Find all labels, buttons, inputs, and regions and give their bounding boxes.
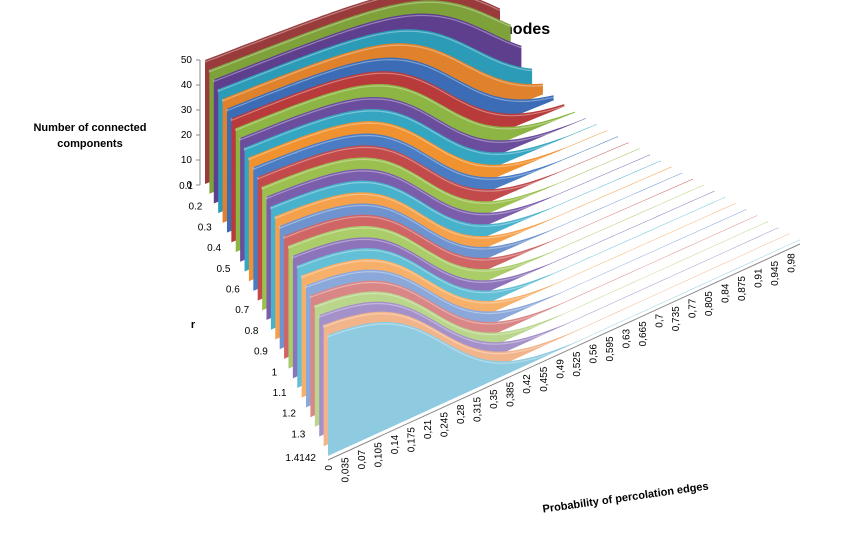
x-tick-label: 0,14 (390, 434, 401, 454)
y-axis-label-line1: Number of connected (33, 122, 146, 134)
x-tick-label: 0,56 (588, 344, 599, 364)
series-ribbon-edge (230, 72, 565, 122)
series-ribbon-edge (217, 30, 533, 93)
x-tick-label: 0,28 (456, 404, 467, 424)
x-tick-label: 0,98 (787, 253, 798, 273)
r-tick-label: 1.3 (291, 429, 305, 440)
r-tick-label: 0.2 (188, 202, 202, 213)
x-tick-label: 0,35 (489, 389, 500, 409)
y-axis-label-line2: components (57, 138, 122, 150)
x-tick-label: 0,175 (407, 427, 418, 452)
x-tick-label: 0,245 (440, 412, 451, 437)
r-tick-label: 1.4142 (285, 453, 316, 464)
r-tick-label: 0.1 (179, 181, 193, 192)
z-axis: 0 10 20 30 40 50 (181, 55, 201, 191)
r-tick-label: 0.5 (217, 264, 231, 275)
series-ribbon-edge (222, 44, 543, 102)
series-ribbon-edge (204, 0, 501, 63)
x-tick-label: 0,945 (770, 260, 781, 285)
r-tick-label: 0.3 (198, 222, 212, 233)
x-tick-label: 0,525 (572, 351, 583, 376)
r-tick-label: 1.2 (282, 409, 296, 420)
x-tick-label: 0,7 (654, 313, 665, 327)
x-tick-label: 0,91 (754, 268, 765, 288)
r-tick-label: 0.8 (245, 326, 259, 337)
z-tick-label: 10 (181, 155, 193, 166)
x-tick-label: 0,21 (423, 419, 434, 439)
x-tick-label: 0,875 (737, 276, 748, 301)
x-tick-label: 0 (324, 465, 335, 471)
z-tick-label: 50 (181, 55, 193, 66)
x-axis-line (327, 243, 801, 461)
r-tick-label: 0.9 (254, 347, 268, 358)
series-ribbon-edge (235, 85, 576, 132)
r-axis: 0.1 0.2 0.3 0.4 0.5 0.6 0.7 0.8 0.9 1 1.1 1.2 1.3 1.4… (179, 181, 316, 464)
z-tick-label: 30 (181, 105, 193, 116)
x-tick-label: 0,49 (555, 359, 566, 379)
x-tick-label: 0,455 (539, 366, 550, 391)
x-tick-label: 0,315 (473, 397, 484, 422)
x-tick-label: 0,105 (374, 442, 385, 467)
x-tick-label: 0,595 (605, 336, 616, 361)
r-tick-label: 1 (272, 367, 278, 378)
x-tick-label: 0,035 (341, 457, 352, 482)
x-tick-label: 0,805 (704, 291, 715, 316)
r-axis-label: r (191, 319, 196, 331)
r-tick-label: 0.4 (207, 243, 221, 254)
r-tick-label: 0.6 (226, 284, 240, 295)
series-ribbon-edge (239, 98, 586, 143)
z-tick-label: 20 (181, 130, 193, 141)
x-tick-label: 0,665 (638, 321, 649, 346)
x-axis-label: Probability of percolation edges (542, 480, 710, 515)
ribbons (204, 0, 801, 458)
r-tick-label: 0.7 (235, 305, 249, 316)
series-ribbon-edge (243, 110, 597, 156)
x-tick-label: 0,42 (522, 374, 533, 394)
x-tick-label: 0,63 (621, 328, 632, 348)
z-tick-label: 40 (181, 80, 193, 91)
x-tick-label: 0,735 (671, 306, 682, 331)
z-tick-label: 0 (186, 180, 192, 191)
r-tick-label: 1.1 (273, 388, 287, 399)
x-axis: 0 0,035 0,07 0,105 0,14 0,175 0,21 0,245 0,28 0,3… (324, 243, 801, 482)
series-ribbon-edge (226, 58, 554, 112)
x-tick-label: 0,07 (357, 449, 368, 469)
series-ribbon-edge (208, 1, 511, 73)
series-ribbon-edge (213, 14, 522, 83)
x-tick-label: 0,77 (687, 298, 698, 318)
x-tick-label: 0,84 (720, 283, 731, 303)
x-tick-label: 0,385 (506, 381, 517, 406)
series-floor-gap (327, 240, 801, 458)
